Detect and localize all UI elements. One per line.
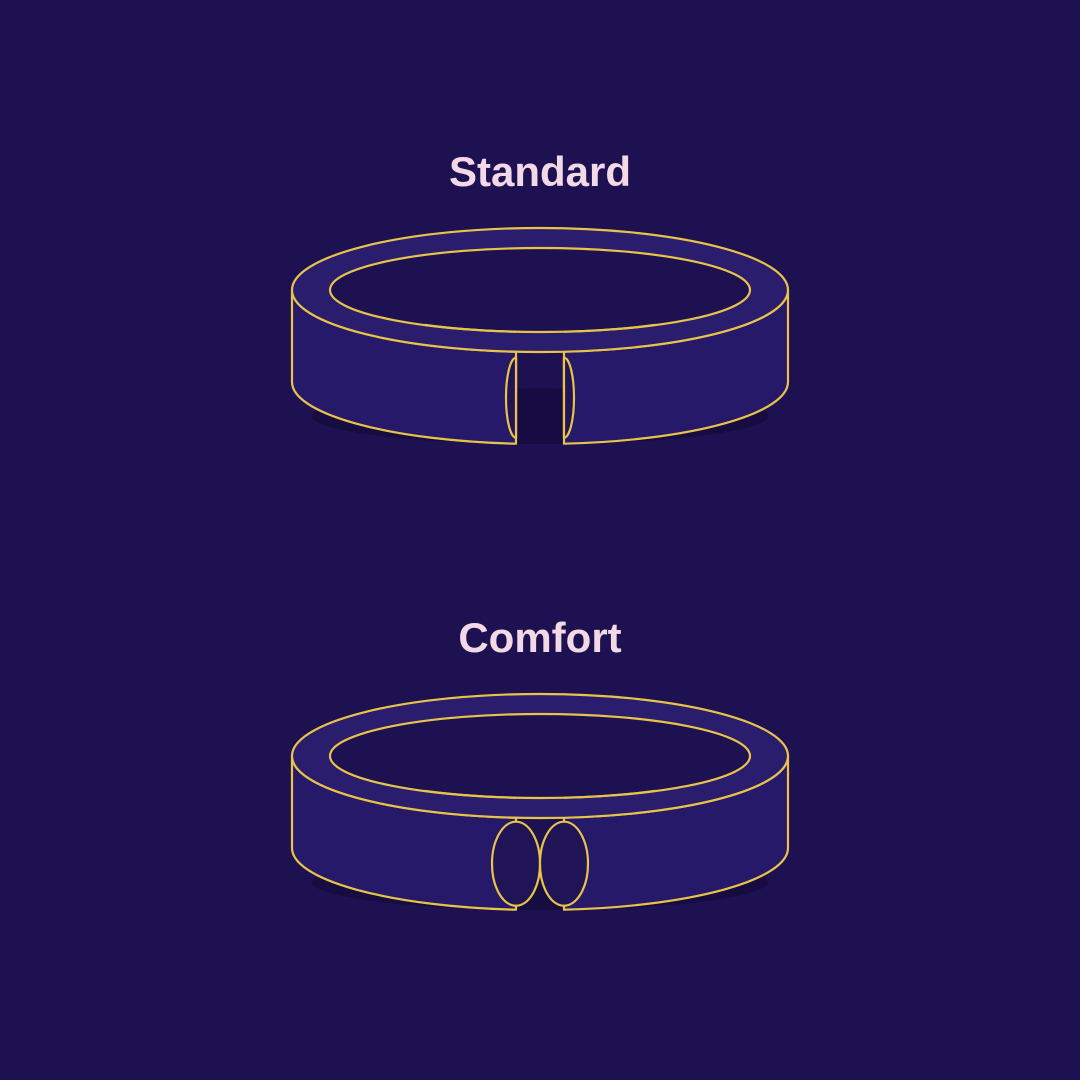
standard-ring-diagram (0, 210, 1080, 484)
infographic-canvas: Standard Comfort (0, 0, 1080, 1080)
comfort-label: Comfort (0, 614, 1080, 662)
standard-label: Standard (0, 148, 1080, 196)
comfort-ring-diagram (0, 676, 1080, 950)
